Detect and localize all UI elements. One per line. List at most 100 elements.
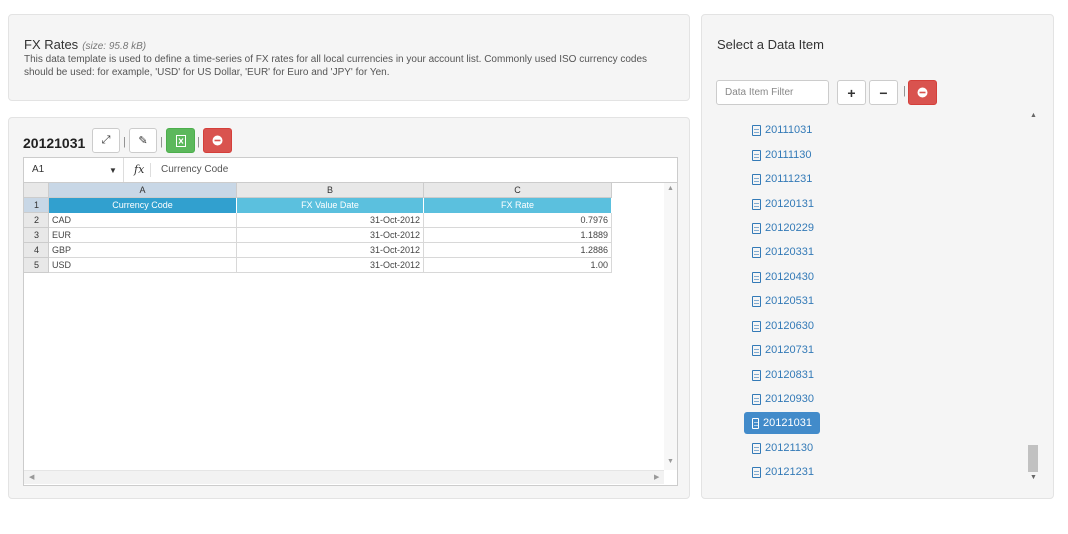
list-item[interactable]: 20120731 [744,339,822,361]
list-item[interactable]: 20120531 [744,290,822,312]
column-header-c[interactable]: C [424,183,612,198]
header-cell-fx-rate[interactable]: FX Rate [424,198,612,213]
document-icon [752,417,760,429]
delete-sheet-button[interactable] [203,128,232,153]
list-scrollbar[interactable]: ▲ ▼ [1028,112,1038,487]
list-item[interactable]: 20120229 [744,217,822,239]
table-cell[interactable]: 1.1889 [424,228,612,243]
list-item-label: 20121031 [763,417,812,429]
table-cell[interactable]: 31-Oct-2012 [237,243,424,258]
list-item-label: 20121231 [765,466,814,478]
scroll-down-icon[interactable]: ▼ [1030,474,1037,481]
header-cell-fx-value-date[interactable]: FX Value Date [237,198,424,213]
list-item[interactable]: 20121231 [744,461,822,483]
data-item-panel-title: Select a Data Item [717,37,824,52]
table-cell[interactable]: EUR [49,228,237,243]
header-cell-currency-code[interactable]: Currency Code [49,198,237,213]
edit-button[interactable]: ✎ [129,128,157,153]
list-item-label: 20120131 [765,198,814,210]
document-icon [752,344,761,356]
list-item-selected[interactable]: 20121031 [744,412,820,434]
cell-reference-box[interactable]: A1 [24,158,124,182]
excel-file-icon [175,134,186,147]
table-cell[interactable]: 1.00 [424,258,612,273]
document-icon [752,320,761,332]
row-header[interactable]: 2 [24,213,49,228]
list-item[interactable]: 20111130 [744,144,820,166]
minus-circle-icon [212,135,223,146]
list-item-label: 20120731 [765,344,814,356]
list-item-label: 20120331 [765,246,814,258]
plus-icon: + [847,84,856,101]
add-data-item-button[interactable]: + [837,80,866,105]
data-item-filter-input[interactable] [716,80,829,105]
list-item-label: 20120831 [765,369,814,381]
list-item-label: 20120930 [765,393,814,405]
remove-data-item-button[interactable]: − [869,80,898,105]
document-icon [752,198,761,210]
select-all-corner[interactable] [24,183,49,198]
list-item[interactable]: 20120930 [744,388,822,410]
sheet-title: 20121031 [23,135,86,151]
table-cell[interactable]: USD [49,258,237,273]
scroll-down-icon[interactable]: ▼ [667,458,674,465]
scroll-right-icon[interactable]: ▶ [654,474,660,481]
delete-data-item-button[interactable] [908,80,937,105]
row-header[interactable]: 4 [24,243,49,258]
export-excel-button[interactable] [166,128,195,153]
scroll-up-icon[interactable]: ▲ [667,185,674,192]
list-item-label: 20121130 [765,442,814,454]
toolbar-separator: | [123,136,126,148]
list-item[interactable]: 20120430 [744,266,822,288]
toolbar-separator: | [903,85,906,97]
list-item-label: 20111231 [765,173,813,185]
list-item-label: 20120430 [765,271,814,283]
vertical-scrollbar[interactable]: ▲ ▼ [664,183,677,470]
sheet-grid[interactable]: A B C 1 2 3 4 5 Currency Code FX Value D… [24,183,677,485]
formula-bar: A1 ▼ fx Currency Code [24,158,677,183]
list-item[interactable]: 20120831 [744,364,822,386]
document-icon [752,149,761,161]
formula-input[interactable]: Currency Code [161,164,229,175]
list-item[interactable]: 20120331 [744,241,822,263]
table-cell[interactable]: 31-Oct-2012 [237,213,424,228]
template-title: FX Rates (size: 95.8 kB) [24,37,146,52]
chevron-down-icon[interactable]: ▼ [109,166,117,175]
list-item-label: 20120630 [765,320,814,332]
document-icon [752,271,761,283]
list-item[interactable]: 20120630 [744,315,822,337]
list-item[interactable]: 20111031 [744,119,820,141]
row-header[interactable]: 1 [24,198,49,213]
table-cell[interactable]: 31-Oct-2012 [237,228,424,243]
spreadsheet[interactable]: A1 ▼ fx Currency Code A B C 1 2 3 4 5 Cu… [23,157,678,486]
list-item-label: 20120229 [765,222,814,234]
toolbar-separator: | [160,136,163,148]
document-icon [752,442,761,454]
table-cell[interactable]: 31-Oct-2012 [237,258,424,273]
list-item[interactable]: 20120131 [744,193,822,215]
table-cell[interactable]: CAD [49,213,237,228]
document-icon [752,246,761,258]
horizontal-scrollbar[interactable]: ◀ ▶ [24,470,664,484]
pencil-icon: ✎ [138,135,148,147]
list-item[interactable]: 20121130 [744,437,821,459]
row-header[interactable]: 5 [24,258,49,273]
document-icon [752,369,761,381]
table-cell[interactable]: GBP [49,243,237,258]
expand-button[interactable]: ⤢ [92,128,120,153]
scroll-left-icon[interactable]: ◀ [29,474,35,481]
list-item[interactable]: 20111231 [744,168,820,190]
data-item-list[interactable]: 20111031 20111130 20111231 20120131 2012… [702,112,1042,487]
document-icon [752,222,761,234]
table-cell[interactable]: 0.7976 [424,213,612,228]
document-icon [752,393,761,405]
table-cell[interactable]: 1.2886 [424,243,612,258]
scroll-up-icon[interactable]: ▲ [1030,112,1037,119]
document-icon [752,295,761,307]
data-item-panel: Select a Data Item + − | 20111031 201111… [701,14,1054,499]
row-header[interactable]: 3 [24,228,49,243]
column-header-a[interactable]: A [49,183,237,198]
document-icon [752,173,761,185]
scrollbar-thumb[interactable] [1028,445,1038,472]
column-header-b[interactable]: B [237,183,424,198]
